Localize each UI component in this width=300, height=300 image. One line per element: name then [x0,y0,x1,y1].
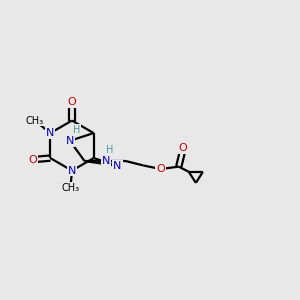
Text: H: H [106,145,114,155]
Text: H: H [73,124,80,135]
Text: O: O [156,164,165,174]
Text: CH₃: CH₃ [61,183,80,193]
Text: O: O [68,97,76,107]
Text: N: N [102,156,110,166]
Text: O: O [179,143,188,153]
Text: N: N [66,136,74,146]
Text: N: N [113,161,122,171]
Text: O: O [29,154,38,165]
Text: CH₃: CH₃ [26,116,44,126]
Text: N: N [46,128,55,138]
Text: N: N [68,166,76,176]
